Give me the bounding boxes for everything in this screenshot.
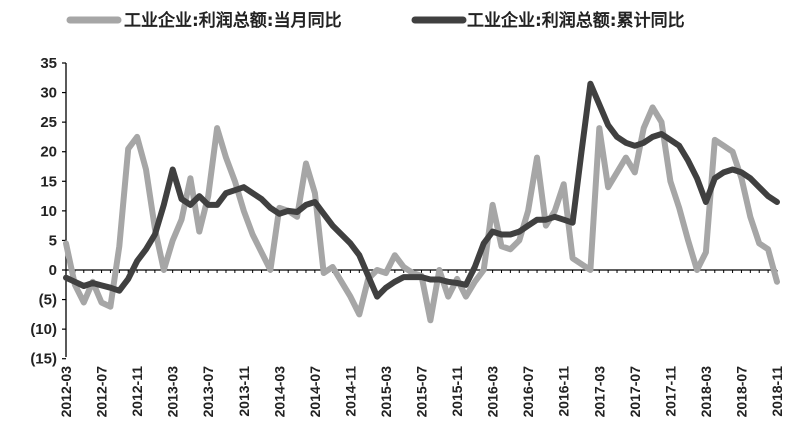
- x-tick-label: 2015-07: [414, 366, 430, 418]
- y-tick-label: 35: [40, 55, 57, 72]
- x-tick-label: 2012-07: [94, 366, 110, 418]
- x-tick-label: 2016-03: [485, 366, 501, 418]
- x-tick-label: 2012-03: [58, 366, 74, 418]
- y-tick-label: 15: [40, 173, 57, 190]
- x-tick-label: 2015-11: [449, 366, 465, 417]
- y-tick-label: 25: [40, 114, 57, 131]
- x-tick-label: 2018-11: [769, 366, 785, 417]
- x-axis: 2012-03 2012-07 2012-11 2013-03 2013-07 2013-…: [58, 269, 785, 418]
- x-tick-label: 2017-11: [662, 366, 678, 417]
- x-tick-label: 2016-11: [556, 366, 572, 417]
- x-tick-label: 2018-03: [698, 366, 714, 418]
- x-tick-label: 2014-07: [307, 366, 323, 418]
- x-tick-label: 2016-07: [520, 366, 536, 418]
- x-tick-label: 2013-11: [236, 366, 252, 417]
- x-tick-label: 2018-07: [733, 366, 749, 418]
- y-tick-label: 20: [40, 144, 57, 161]
- x-tick-label: 2014-03: [271, 366, 287, 418]
- x-tick-label: 2015-03: [378, 366, 394, 418]
- legend: 工业企业:利润总额:当月同比 工业企业:利润总额:累计同比: [66, 10, 685, 31]
- x-tick-label: 2017-07: [627, 366, 643, 418]
- x-tick-label: 2013-03: [165, 366, 181, 418]
- legend-label-cumulative-yoy: 工业企业:利润总额:累计同比: [467, 10, 685, 31]
- y-tick-label: 10: [40, 203, 57, 220]
- x-tick-label: 2014-11: [342, 366, 358, 417]
- plot-area: [63, 80, 780, 324]
- y-tick-label: 0: [49, 262, 57, 279]
- y-tick-label: 5: [49, 232, 57, 249]
- x-tick-label: 2013-07: [200, 366, 216, 418]
- legend-label-monthly-yoy: 工业企业:利润总额:当月同比: [124, 10, 342, 31]
- series-line-cumulative-yoy: [63, 80, 780, 300]
- y-tick-label: (15): [30, 351, 57, 368]
- y-axis: 35 30 25 20 15 10 5 0 (5) (10) (15): [30, 55, 67, 368]
- y-tick-label: (5): [39, 292, 57, 309]
- x-tick-label: 2012-11: [129, 366, 145, 417]
- x-tick-label: 2017-03: [591, 366, 607, 418]
- y-tick-label: 30: [40, 85, 57, 102]
- y-tick-label: (10): [30, 321, 57, 338]
